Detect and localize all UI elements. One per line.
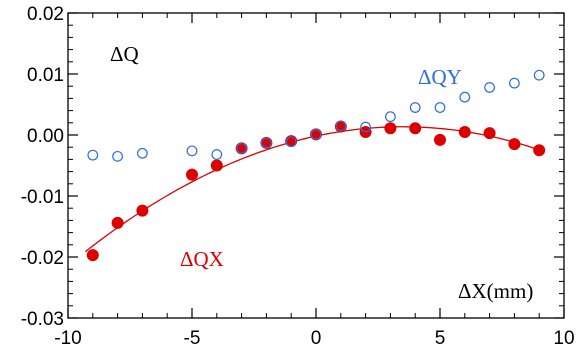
dqx-point xyxy=(136,204,149,217)
y-tick-label: 0.02 xyxy=(27,4,64,25)
x-tick-label: 0 xyxy=(311,328,322,349)
dqy-point xyxy=(112,150,123,162)
x-tick-label: 5 xyxy=(435,328,446,349)
dqy-point xyxy=(360,121,372,133)
x-tick-label: -10 xyxy=(54,328,81,349)
dqy-point xyxy=(459,91,471,103)
dqy-point xyxy=(186,145,198,157)
dqx-point xyxy=(260,136,273,149)
dqy-point xyxy=(136,147,148,159)
dqx-point xyxy=(483,127,496,140)
ticks xyxy=(67,12,565,319)
fit-curve xyxy=(84,126,540,253)
axes xyxy=(67,12,565,319)
y-tick-label: -0.01 xyxy=(21,187,64,208)
dqx-point xyxy=(210,159,223,172)
dqx-point xyxy=(533,144,546,157)
series-label-dqy: ΔQY xyxy=(418,65,462,89)
dqy-point xyxy=(335,120,347,132)
y-tick-label: -0.02 xyxy=(21,248,64,269)
y-tick-label: 0.00 xyxy=(27,126,64,147)
dqx-point xyxy=(434,133,446,146)
points xyxy=(86,69,546,262)
y-axis-label: ΔQ xyxy=(110,42,139,66)
dqx-point xyxy=(384,122,397,135)
dqy-point xyxy=(211,149,223,160)
dqx-point xyxy=(409,122,422,135)
y-tick-label: 0.01 xyxy=(27,65,64,86)
dqy-point xyxy=(409,102,421,113)
x-tick-label: 10 xyxy=(553,328,574,349)
plot-frame xyxy=(67,12,565,319)
x-tick-label: -5 xyxy=(184,328,201,349)
tick-labels: -10 -5 0 5 10 -0.03 -0.02 -0.01 0.00 0.01 0.02 xyxy=(21,4,575,349)
x-axis-label: ΔX(mm) xyxy=(458,279,533,303)
dqy-point xyxy=(434,102,446,113)
dqx-point xyxy=(458,125,471,138)
dqx-point xyxy=(186,168,198,181)
dqx-point xyxy=(86,249,99,262)
dqx-point xyxy=(111,216,124,229)
dqx-point xyxy=(235,142,248,155)
dqy-point xyxy=(533,69,545,81)
y-tick-label: -0.03 xyxy=(21,309,64,330)
dqx-point xyxy=(310,128,322,141)
dqx-point xyxy=(508,138,521,151)
dqy-point xyxy=(87,149,99,161)
dqy-point xyxy=(484,82,496,93)
series-label-dqx: ΔQX xyxy=(180,247,224,271)
dqy-point xyxy=(236,143,248,154)
dqy-point xyxy=(285,136,297,148)
dqy-point xyxy=(509,77,520,89)
dqy-point xyxy=(261,137,272,149)
dqy-point xyxy=(310,128,322,140)
dqy-point xyxy=(385,111,396,123)
